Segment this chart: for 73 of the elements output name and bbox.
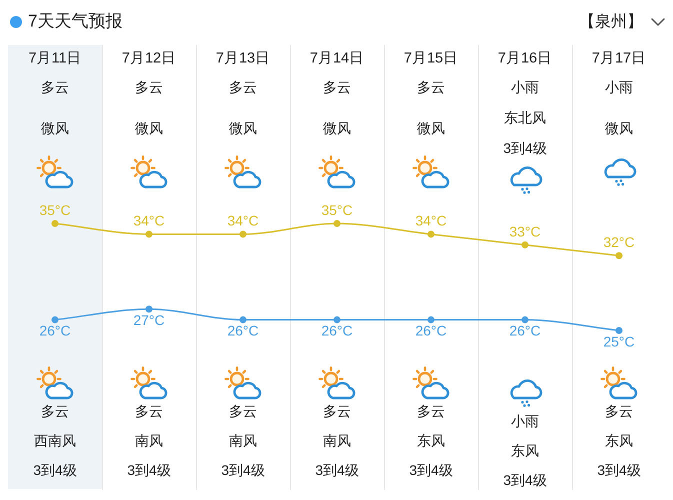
text: 多云 — [417, 78, 445, 95]
text: 小雨 — [511, 78, 539, 95]
text: 3到4级 — [409, 462, 453, 478]
text: 多云 — [135, 402, 163, 419]
point — [146, 230, 152, 238]
text: 东北风 — [504, 109, 546, 126]
point — [616, 327, 622, 334]
data-label: 32°C — [603, 234, 635, 250]
text: 3到4级 — [597, 462, 641, 478]
x-tick-label: 7月14日 — [310, 50, 364, 66]
x-tick-label: 7月16日 — [498, 50, 552, 66]
data-label: 26°C — [415, 322, 447, 339]
text: 微风 — [417, 120, 445, 136]
text: 南风 — [135, 432, 163, 448]
point — [240, 316, 246, 324]
x-tick-label: 7月11日 — [28, 50, 82, 66]
text: 多云 — [323, 402, 351, 419]
text: 南风 — [323, 432, 351, 448]
text: 3到4级 — [221, 462, 265, 478]
text: 小雨 — [511, 412, 539, 429]
data-label: 34°C — [133, 212, 165, 229]
point — [146, 306, 152, 313]
data-label: 26°C — [227, 322, 259, 339]
text: 3到4级 — [503, 472, 547, 488]
data-label: 35°C — [39, 202, 71, 218]
text: 微风 — [135, 120, 163, 136]
text: 多云 — [229, 78, 257, 95]
x-tick-label: 7月12日 — [122, 50, 176, 66]
x-tick-label: 7月15日 — [404, 50, 458, 66]
text: 多云 — [41, 402, 69, 419]
text: 3到4级 — [33, 462, 77, 478]
point — [52, 316, 58, 324]
text: 南风 — [229, 432, 257, 448]
text: 【泉州】 — [579, 12, 643, 30]
text: 东风 — [511, 442, 539, 458]
data-label: 34°C — [415, 212, 447, 229]
point — [616, 252, 622, 260]
data-label: 26°C — [39, 322, 71, 339]
point — [240, 230, 246, 238]
point — [522, 316, 528, 324]
text: 3到4级 — [127, 462, 171, 478]
text: 3到4级 — [503, 140, 547, 156]
point — [334, 316, 340, 324]
point — [522, 241, 528, 248]
data-label: 35°C — [321, 202, 353, 218]
data-label: 27°C — [133, 312, 165, 328]
point — [52, 220, 58, 227]
text: 多云 — [605, 402, 633, 419]
data-label: 34°C — [227, 212, 259, 229]
x-tick-label: 7月17日 — [592, 50, 646, 66]
text: 多云 — [135, 78, 163, 95]
text: 小雨 — [605, 78, 633, 95]
chart-title: 7天天气预报 — [28, 12, 122, 31]
point — [428, 316, 434, 324]
text: 多云 — [417, 402, 445, 419]
text: 多云 — [41, 78, 69, 95]
text: 微风 — [323, 120, 351, 136]
data-label: 25°C — [603, 333, 635, 350]
data-label: 26°C — [509, 322, 541, 339]
text: 微风 — [229, 120, 257, 136]
text: 3到4级 — [315, 462, 359, 478]
data-label: 26°C — [321, 322, 353, 339]
point — [334, 220, 340, 227]
point — [428, 230, 434, 238]
text: 东风 — [417, 432, 445, 448]
text: 微风 — [41, 120, 69, 136]
text: 西南风 — [34, 432, 76, 448]
data-label: 33°C — [509, 223, 541, 240]
x-tick-label: 7月13日 — [216, 50, 270, 66]
text: 微风 — [605, 120, 633, 136]
text: 多云 — [229, 402, 257, 419]
text: 东风 — [605, 432, 633, 448]
text: 多云 — [323, 78, 351, 95]
